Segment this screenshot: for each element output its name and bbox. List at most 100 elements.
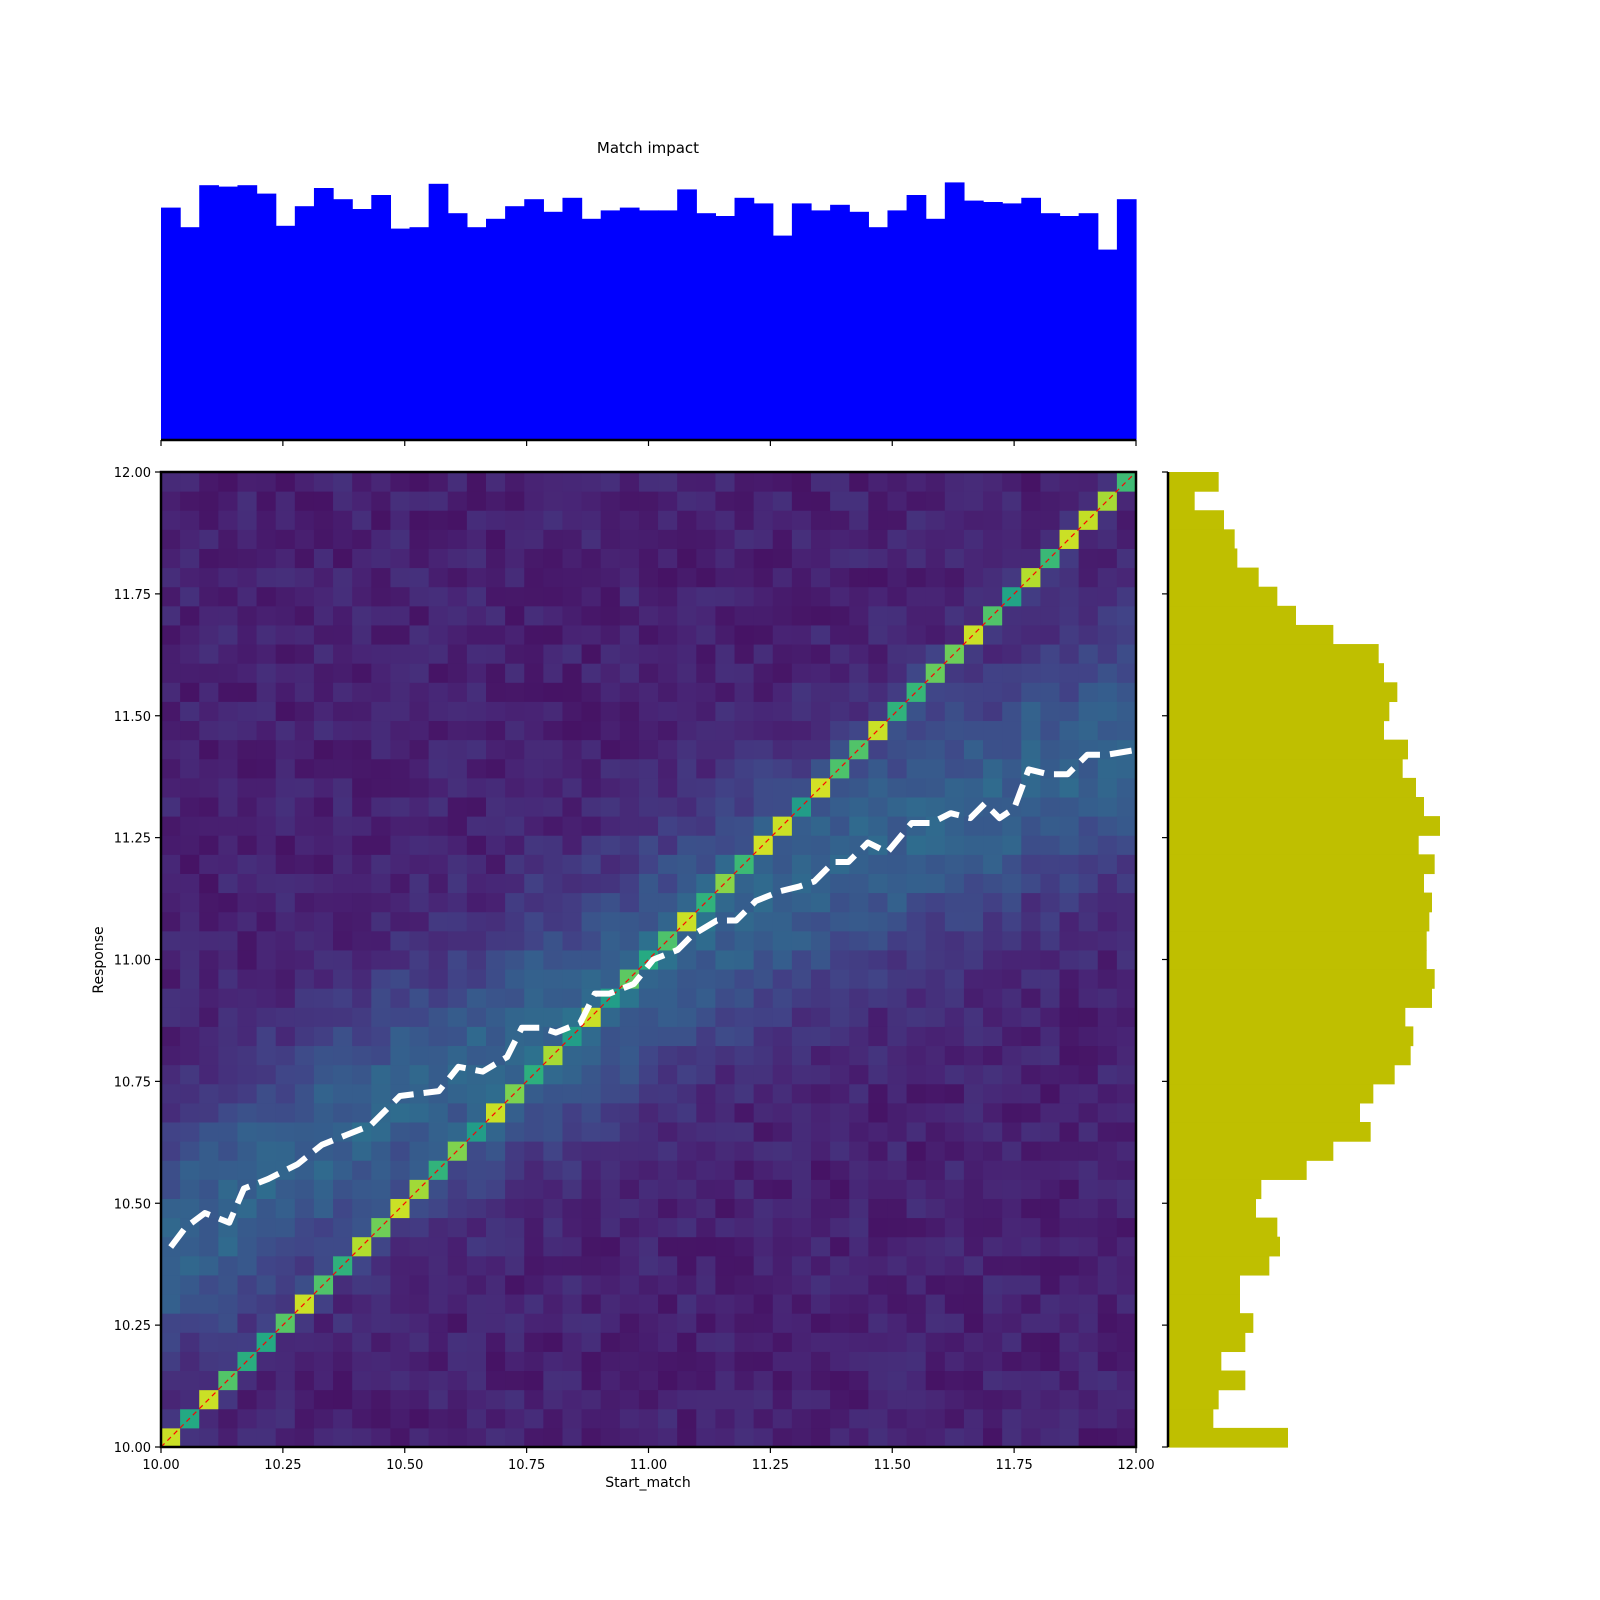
heatmap-cell: [887, 969, 908, 989]
heatmap-cell: [1059, 1217, 1080, 1238]
heatmap-cell: [390, 1102, 411, 1123]
heatmap-cell: [715, 911, 736, 932]
top-histogram-bar: [505, 206, 525, 440]
heatmap-cell: [906, 835, 927, 855]
heatmap-cell: [447, 1294, 468, 1314]
heatmap-cell: [811, 1198, 831, 1219]
heatmap-cell: [868, 1083, 888, 1104]
heatmap-cell: [466, 739, 487, 760]
heatmap-cell: [371, 1179, 391, 1199]
heatmap-cell: [1116, 1122, 1137, 1142]
heatmap-cell: [390, 701, 411, 722]
heatmap-cell: [887, 1007, 908, 1027]
heatmap-cell: [161, 988, 181, 1008]
heatmap-cell: [868, 739, 888, 760]
heatmap-cell: [371, 739, 391, 760]
y-axis-tick-label: 11.50: [114, 710, 151, 725]
heatmap-cell: [830, 1389, 850, 1410]
heatmap-cell: [352, 720, 372, 741]
heatmap-cell: [600, 1102, 621, 1123]
heatmap-cell: [1002, 1179, 1022, 1199]
heatmap-cell: [811, 472, 831, 492]
heatmap-cell: [505, 873, 525, 894]
heatmap-cell: [963, 1083, 984, 1104]
heatmap-cell: [237, 969, 258, 989]
heatmap-cell: [180, 624, 200, 645]
heatmap-cell: [466, 1083, 487, 1104]
heatmap-cell: [180, 988, 200, 1008]
heatmap-cell: [1021, 624, 1041, 645]
heatmap-cell: [830, 1313, 850, 1333]
heatmap-cell: [333, 1351, 353, 1372]
heatmap-cell: [696, 472, 716, 492]
heatmap-cell: [658, 491, 678, 511]
heatmap-cell: [1097, 1026, 1118, 1047]
heatmap-cell: [715, 835, 736, 855]
heatmap-cell: [218, 835, 238, 855]
heatmap-cell: [791, 739, 812, 760]
heatmap-cell: [1002, 949, 1022, 970]
y-axis-tick-label: 11.25: [114, 832, 151, 847]
heatmap-cell: [524, 777, 544, 798]
top-histogram-bar: [638, 210, 659, 440]
heatmap-cell: [524, 701, 544, 722]
heatmap-cell: [371, 663, 391, 683]
heatmap-cell: [409, 1064, 430, 1085]
heatmap-cell: [1040, 567, 1061, 588]
heatmap-cell: [524, 1351, 544, 1372]
heatmap-cell: [677, 1083, 697, 1104]
heatmap-cell: [1059, 701, 1080, 722]
heatmap-cell: [562, 1045, 583, 1066]
heatmap-cell: [1040, 701, 1061, 722]
heatmap-cell: [887, 510, 908, 530]
heatmap-cell: [887, 1141, 908, 1161]
right-histogram-bar: [1168, 567, 1259, 588]
heatmap-cell: [906, 1236, 927, 1257]
heatmap-cell: [1078, 969, 1099, 989]
heatmap-cell: [199, 1370, 219, 1391]
heatmap-cell: [161, 758, 181, 779]
heatmap-cell: [1116, 586, 1137, 607]
heatmap-cell: [906, 1370, 927, 1391]
heatmap-cell: [333, 1332, 353, 1352]
heatmap-cell: [581, 816, 602, 836]
heatmap-cell: [868, 873, 888, 894]
heatmap-cell: [849, 1122, 869, 1142]
heatmap-cell: [161, 1255, 181, 1276]
heatmap-cell: [963, 1160, 984, 1180]
heatmap-cell: [199, 1179, 219, 1199]
heatmap-cell: [658, 873, 678, 894]
heatmap-cell: [1078, 1083, 1099, 1104]
heatmap-cell: [428, 1389, 449, 1410]
heatmap-cell: [180, 949, 200, 970]
heatmap-cell: [868, 472, 888, 492]
right-histogram-bar: [1168, 739, 1408, 760]
heatmap-cell: [390, 1122, 411, 1142]
top-histogram-bars: [161, 182, 1137, 441]
heatmap-cell: [371, 605, 391, 626]
heatmap-cell: [352, 930, 372, 951]
top-histogram-bar: [256, 193, 277, 440]
heatmap-cell: [390, 548, 411, 569]
heatmap-cell: [466, 491, 487, 511]
heatmap-cell: [925, 911, 946, 932]
heatmap-cell: [313, 624, 334, 645]
heatmap-cell: [447, 739, 468, 760]
x-axis-ticks: 10.00 10.25 10.50 10.75 11.00 11.25 11.50 11.75…: [142, 1447, 1155, 1473]
heatmap-cell: [1040, 1274, 1061, 1295]
heatmap-cell: [638, 1064, 659, 1085]
heatmap-cell: [352, 567, 372, 588]
heatmap-cell: [1040, 854, 1061, 874]
heatmap-cell: [1040, 1408, 1061, 1429]
heatmap-cell: [180, 969, 200, 989]
heatmap-cell: [543, 1083, 563, 1104]
heatmap-cell: [333, 1102, 353, 1123]
heatmap-cell: [1078, 567, 1099, 588]
heatmap-cell: [677, 1102, 697, 1123]
heatmap-cell: [562, 739, 583, 760]
heatmap-cell: [447, 701, 468, 722]
heatmap-cell: [677, 1045, 697, 1066]
heatmap-cell: [619, 1007, 640, 1027]
heatmap-cell: [275, 854, 296, 874]
heatmap-cell: [371, 1408, 391, 1429]
